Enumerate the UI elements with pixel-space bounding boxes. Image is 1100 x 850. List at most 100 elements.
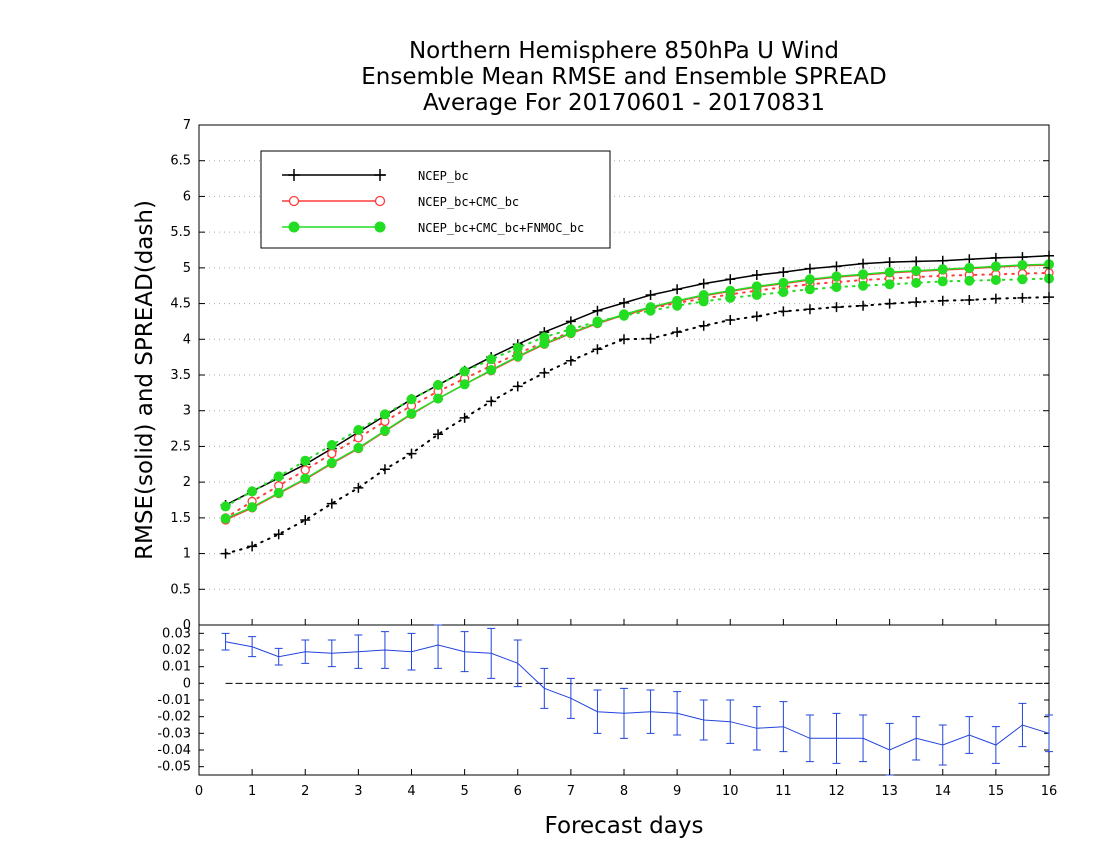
data-point	[911, 277, 922, 288]
data-point	[486, 365, 497, 375]
data-point	[725, 274, 736, 285]
data-point	[672, 327, 683, 338]
error-bar	[832, 712, 841, 764]
error-bar	[1045, 714, 1053, 753]
error-bar	[274, 647, 283, 666]
data-point	[300, 465, 310, 475]
data-point	[326, 440, 337, 450]
error-bar	[540, 667, 549, 709]
y-tick-label: 1	[183, 547, 191, 562]
x-axis-title: Forecast days	[545, 813, 704, 839]
x-tick-label: 9	[673, 784, 681, 799]
error-bar	[726, 699, 735, 744]
y-tick-label: 0.03	[162, 626, 191, 641]
data-point	[672, 284, 683, 295]
data-point	[459, 366, 470, 377]
data-point	[512, 351, 523, 362]
data-point	[778, 287, 789, 298]
error-bar	[938, 724, 947, 766]
error-bar	[434, 624, 443, 669]
main-panel-axes: 0 0.5 1 1.5 2 2.5 3 3.5 4 4.5 5 5.5 6 6.5 7 RMSE(solid)…	[132, 118, 1050, 633]
data-point	[619, 297, 629, 308]
y-tick-label: 0	[183, 676, 191, 691]
data-point	[911, 297, 922, 308]
y-tick-label: 3.5	[170, 368, 191, 383]
data-point	[778, 306, 789, 317]
x-tick-label: 16	[1041, 784, 1058, 799]
x-tick-label: 10	[722, 784, 739, 799]
error-bar	[354, 634, 363, 669]
data-point	[990, 293, 1001, 304]
data-point	[565, 355, 576, 366]
data-point	[937, 264, 948, 275]
error-bar	[301, 639, 310, 664]
data-point	[379, 425, 390, 436]
data-point	[645, 290, 656, 300]
data-point	[831, 302, 842, 313]
data-point	[353, 482, 364, 493]
data-point	[247, 502, 258, 513]
data-point	[565, 327, 576, 338]
data-point	[353, 425, 364, 435]
error-bar	[965, 716, 974, 754]
error-bar	[460, 631, 469, 673]
difference-panel: 0.03 0.02 0.010 -0.01 -0.02-0.03 -0.04 -0.05	[157, 624, 1053, 776]
legend-marker	[374, 221, 386, 233]
data-point	[804, 274, 815, 285]
data-point	[220, 501, 231, 512]
y-tick-label: -0.01	[157, 693, 191, 708]
data-point	[433, 429, 444, 440]
legend-marker	[374, 195, 386, 207]
error-bar	[566, 677, 575, 719]
series-line-spread	[224, 277, 1050, 508]
data-point	[751, 290, 762, 300]
y-tick-label: 2	[183, 475, 191, 490]
data-point	[778, 267, 789, 278]
data-point	[539, 338, 550, 349]
legend-label: NCEP_bc	[418, 169, 469, 183]
data-point	[884, 279, 895, 290]
data-point	[619, 309, 629, 320]
error-bar	[221, 632, 230, 651]
data-point	[858, 280, 869, 291]
data-point	[964, 254, 975, 265]
y-tick-label: -0.05	[157, 760, 191, 775]
y-tick-label: 5	[183, 261, 191, 276]
data-point	[220, 548, 231, 559]
error-bar	[593, 689, 602, 734]
data-point	[353, 442, 364, 453]
data-point	[486, 354, 497, 365]
data-point	[1017, 274, 1028, 285]
data-point	[990, 275, 1001, 285]
x-tick-label: 8	[620, 784, 628, 799]
data-point	[964, 262, 975, 273]
data-point	[1017, 260, 1028, 270]
legend-label: NCEP_bc+CMC_bc+FNMOC_bc	[418, 221, 584, 235]
data-point	[353, 433, 364, 443]
legend-box	[260, 150, 611, 249]
data-point	[831, 282, 842, 293]
y-tick-label: -0.02	[157, 710, 191, 725]
error-bar	[487, 627, 496, 679]
legend-marker	[374, 169, 386, 181]
data-point	[300, 473, 311, 484]
data-point	[672, 295, 683, 306]
data-point	[698, 278, 709, 289]
error-bar	[248, 636, 257, 658]
data-point	[539, 367, 550, 378]
data-point	[884, 267, 895, 278]
error-bar	[805, 714, 814, 763]
y-tick-label: 0.5	[170, 582, 191, 597]
x-tick-label: 2	[301, 784, 309, 799]
chart-title-line: Northern Hemisphere 850hPa U Wind	[409, 38, 839, 64]
error-bar	[779, 701, 788, 753]
y-tick-label: 0.01	[162, 660, 191, 675]
data-point	[990, 261, 1001, 272]
data-point	[592, 344, 603, 355]
y-axis-title: RMSE(solid) and SPREAD(dash)	[132, 200, 158, 560]
legend: NCEP_bc NCEP_bc+CMC_bc NCEP_bc+CMC_bc+FNMO…	[260, 150, 611, 249]
data-point	[273, 471, 284, 482]
data-point	[831, 271, 842, 282]
error-bar	[912, 716, 921, 761]
